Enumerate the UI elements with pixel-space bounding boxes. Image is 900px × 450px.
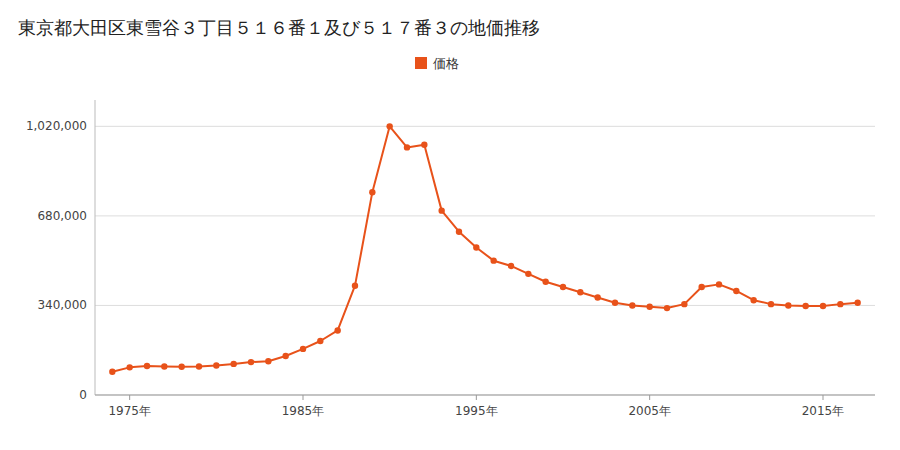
x-axis-line: [95, 395, 875, 396]
y-tick-label: 340,000: [37, 298, 87, 312]
point: [386, 123, 392, 129]
legend-label: 価格: [433, 56, 459, 71]
x-tick: [823, 395, 824, 400]
grid-line: [95, 126, 875, 127]
point: [768, 301, 774, 307]
point: [820, 303, 826, 309]
x-tick: [476, 395, 477, 400]
grid-line: [95, 395, 875, 396]
point: [230, 361, 236, 367]
point: [646, 304, 652, 310]
y-tick-label: 1,020,000: [26, 119, 87, 133]
x-tick-label: 1975年: [108, 404, 151, 418]
point: [629, 302, 635, 308]
point: [802, 303, 808, 309]
x-tick-label: 2005年: [628, 404, 671, 418]
point: [490, 257, 496, 263]
point: [265, 358, 271, 364]
legend-swatch: [415, 57, 427, 69]
point: [126, 364, 132, 370]
grid-line: [95, 215, 875, 216]
point: [438, 207, 444, 213]
point: [525, 271, 531, 277]
grid: [95, 126, 875, 395]
point: [161, 363, 167, 369]
x-axis: 1975年 1985年 1995年 2005年 2015年: [95, 395, 875, 418]
point: [594, 294, 600, 300]
x-tick: [303, 395, 304, 400]
title: 東京都大田区東雪谷３丁目５１６番１及び５１７番３の地価推移: [18, 17, 540, 38]
point: [404, 144, 410, 150]
point: [144, 363, 150, 369]
point: [854, 300, 860, 306]
chart: 東京都大田区東雪谷３丁目５１６番１及び５１７番３の地価推移 0 340,000 680…: [0, 0, 900, 450]
point: [369, 189, 375, 195]
x-tick-label: 1995年: [455, 404, 498, 418]
point: [300, 346, 306, 352]
point: [213, 362, 219, 368]
point: [733, 288, 739, 294]
point: [473, 244, 479, 250]
x-tick: [129, 395, 130, 400]
y-axis: 0 340,000 680,000 1,020,000: [26, 100, 95, 402]
y-axis-line: [95, 100, 96, 395]
point: [664, 305, 670, 311]
plot-area: [109, 123, 861, 375]
x-tick-label: 2015年: [802, 404, 845, 418]
point: [352, 282, 358, 288]
point: [560, 284, 566, 290]
line: [112, 126, 857, 371]
legend: 価格: [415, 56, 459, 71]
point: [421, 142, 427, 148]
point: [282, 353, 288, 359]
point: [196, 363, 202, 369]
point: [577, 289, 583, 295]
background: [0, 0, 900, 450]
point: [508, 263, 514, 269]
point: [837, 301, 843, 307]
y-tick-label: 680,000: [37, 209, 87, 223]
point: [698, 284, 704, 290]
point: [248, 359, 254, 365]
point: [334, 327, 340, 333]
point: [178, 364, 184, 370]
point: [681, 301, 687, 307]
x-tick-label: 1985年: [282, 404, 325, 418]
point: [612, 300, 618, 306]
point: [716, 281, 722, 287]
point: [109, 369, 115, 375]
y-tick-label: 0: [79, 388, 87, 402]
grid-line: [95, 305, 875, 306]
point: [542, 279, 548, 285]
point: [317, 338, 323, 344]
point: [785, 302, 791, 308]
point: [456, 228, 462, 234]
x-tick: [649, 395, 650, 400]
point: [750, 297, 756, 303]
